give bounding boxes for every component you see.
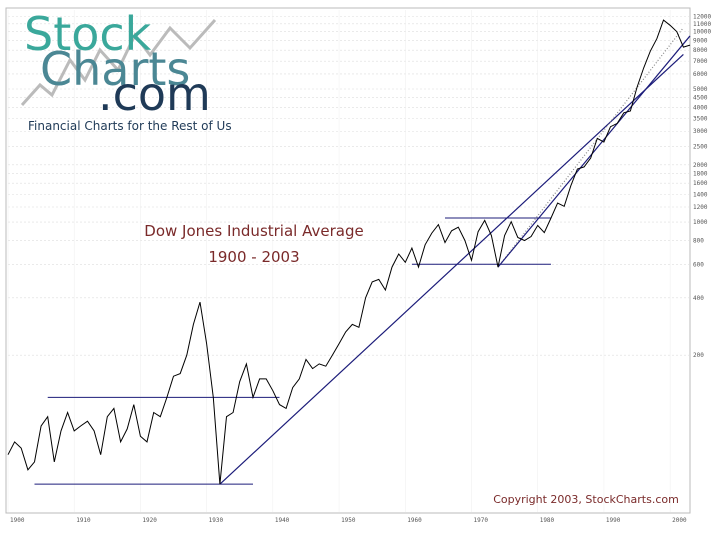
y-tick-label: 4000 — [693, 104, 708, 111]
y-tick-label: 2000 — [693, 162, 708, 169]
horizontal-gridlines — [8, 16, 690, 356]
y-tick-label: 1000 — [693, 219, 708, 226]
x-tick-label: 1960 — [407, 517, 422, 524]
plot-border — [5, 7, 691, 514]
y-tick-label: 10000 — [693, 29, 711, 36]
vertical-gridlines — [7, 10, 671, 512]
logo-tagline: Financial Charts for the Rest of Us — [28, 119, 232, 133]
y-tick-label: 9000 — [693, 37, 708, 44]
trendline — [497, 35, 691, 268]
chart-subtitle: 1900 - 2003 — [208, 248, 299, 266]
y-tick-label: 600 — [693, 261, 704, 268]
x-tick-label: 1900 — [10, 517, 25, 524]
x-tick-label: 2000 — [672, 517, 687, 524]
y-tick-label: 1600 — [693, 180, 708, 187]
y-tick-label: 5000 — [693, 86, 708, 93]
x-tick-label: 1940 — [275, 517, 290, 524]
y-tick-label: 1400 — [693, 191, 708, 198]
y-tick-label: 8000 — [693, 47, 708, 54]
y-tick-label: 12000 — [693, 14, 711, 21]
trendline — [219, 53, 684, 485]
logo-zigzag-icon — [20, 19, 217, 107]
x-tick-label: 1920 — [142, 517, 157, 524]
copyright-text: Copyright 2003, StockCharts.com — [493, 493, 679, 506]
x-axis-ticks: 1900 1910 1920 1930 1940 1950 1960 1970 1980 1990… — [10, 517, 687, 524]
x-tick-label: 1970 — [473, 517, 488, 524]
x-tick-label: 1990 — [606, 517, 621, 524]
logo-stock-text: Stock — [24, 7, 152, 61]
x-tick-label: 1950 — [341, 517, 356, 524]
y-tick-label: 3000 — [693, 128, 708, 135]
dow-jones-price-line — [7, 19, 691, 485]
logo-charts-text: Charts — [40, 42, 190, 96]
y-tick-label: 6000 — [693, 71, 708, 78]
y-tick-label: 800 — [693, 238, 704, 245]
stockcharts-logo: Stock Charts .com Financial Charts for t… — [20, 7, 232, 133]
y-tick-label: 4500 — [693, 95, 708, 102]
y-tick-label: 400 — [693, 295, 704, 302]
y-tick-label: 11000 — [693, 21, 711, 28]
y-tick-label: 1800 — [693, 170, 708, 177]
x-tick-label: 1910 — [76, 517, 91, 524]
x-tick-label: 1980 — [540, 517, 555, 524]
y-tick-label: 1200 — [693, 204, 708, 211]
logo-com-text: .com — [98, 67, 211, 121]
y-tick-label: 200 — [693, 352, 704, 359]
y-tick-label: 7000 — [693, 58, 708, 65]
y-tick-label: 2500 — [693, 143, 708, 150]
trendline — [497, 27, 684, 268]
trendlines — [219, 27, 691, 485]
x-tick-label: 1930 — [209, 517, 224, 524]
support-resistance-lines — [34, 217, 551, 485]
chart-title: Dow Jones Industrial Average — [144, 222, 363, 240]
y-tick-label: 3500 — [693, 115, 708, 122]
